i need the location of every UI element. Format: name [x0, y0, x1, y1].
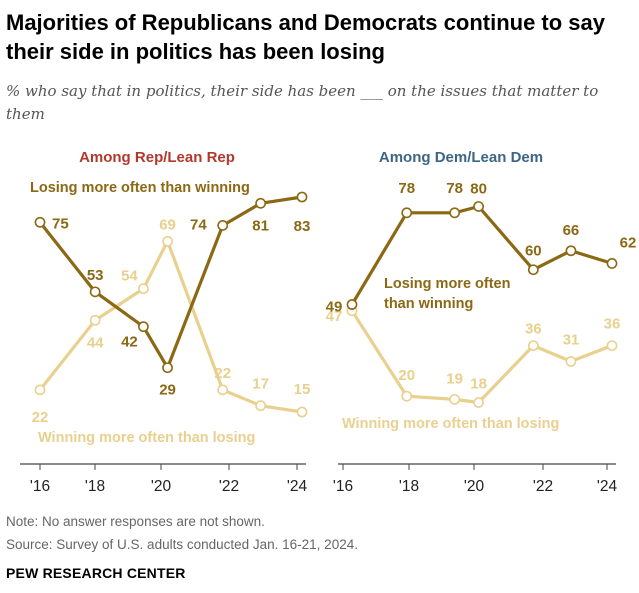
dem-winning-data-label: 36 [525, 321, 542, 338]
dem-x-tick-label: '18 [399, 478, 419, 495]
dem-winning-data-label: 36 [604, 316, 621, 333]
dem-winning-point [449, 393, 461, 405]
rep-losing-point [162, 362, 173, 374]
rep-losing-data-label: 42 [121, 334, 138, 351]
dem-losing-data-label: 78 [398, 180, 415, 197]
dem-losing-data-label: 62 [620, 234, 637, 251]
dem-losing-data-label: 49 [326, 299, 343, 316]
dem-winning-data-label: 19 [446, 370, 463, 387]
rep-x-tick-label: '22 [219, 478, 239, 495]
rep-losing-point [34, 216, 46, 228]
rep-winning-data-label: 54 [121, 268, 138, 285]
rep-losing-point [255, 197, 267, 209]
rep-winning-data-label: 15 [294, 381, 311, 398]
dem-x-tick-label: '20 [464, 478, 485, 495]
rep-winning-point [255, 400, 267, 412]
dem-losing-series-label: Losing more often than winning [384, 276, 510, 312]
rep-winning-data-label: 22 [32, 409, 49, 426]
rep-losing-data-label: 83 [294, 218, 311, 235]
rep-losing-data-label: 29 [159, 382, 176, 399]
dem-winning-point [565, 356, 577, 367]
rep-winning-data-label: 17 [252, 376, 269, 393]
rep-winning-point [138, 283, 149, 295]
dem-losing-point [606, 257, 618, 269]
dem-x-tick-label: '16 [333, 478, 353, 495]
dem-panel-title: Among Dem/Lean Dem [379, 149, 543, 166]
rep-losing-data-label: 81 [252, 217, 269, 234]
dem-losing-data-label: 78 [446, 180, 463, 197]
chart-title: Majorities of Republicans and Democrats … [6, 10, 606, 64]
dem-winning-data-label: 31 [563, 331, 580, 348]
dem-losing-data-label: 66 [563, 222, 580, 239]
dem-x-tick-label: '24 [597, 478, 618, 495]
dem-losing-point [527, 264, 539, 276]
charts-figure: Among Rep/Lean Rep '16 '18 '20 '22 '24 22 44 54 6… [20, 149, 637, 495]
dem-winning-point [527, 340, 539, 352]
rep-winning-data-label: 69 [159, 216, 176, 233]
rep-winning-point [34, 384, 46, 396]
dem-x-tick-label: '22 [533, 478, 553, 495]
rep-losing-point [89, 286, 101, 298]
rep-losing-series-label: Losing more often than winning [30, 180, 250, 196]
dem-winning-data-label: 18 [470, 376, 487, 393]
dem-losing-point [473, 201, 484, 212]
rep-losing-data-label: 74 [190, 216, 207, 233]
dem-losing-data-label: 80 [470, 180, 487, 197]
dem-winning-point [401, 390, 413, 402]
source-note: Source: Survey of U.S. adults conducted … [6, 537, 358, 552]
rep-winning-point [162, 235, 173, 247]
rep-losing-data-label: 53 [87, 267, 104, 284]
rep-losing-point [296, 191, 308, 203]
dem-losing-data-label: 60 [525, 243, 542, 260]
dem-winning-point [473, 397, 484, 408]
dem-winning-point [606, 340, 618, 352]
rep-x-tick-label: '24 [287, 478, 308, 495]
rep-winning-point [89, 314, 101, 326]
rep-x-tick-label: '20 [151, 478, 172, 495]
dem-winning-series-label: Winning more often than losing [342, 416, 559, 432]
rep-losing-point [217, 220, 229, 231]
rep-winning-point [296, 406, 308, 418]
dem-losing-point [449, 207, 461, 219]
rep-winning-data-label: 22 [214, 365, 231, 382]
footnote: Note: No answer responses are not shown. [6, 514, 265, 529]
dem-winning-data-label: 47 [326, 308, 343, 325]
dem-winning-data-label: 20 [398, 367, 415, 384]
rep-panel-title: Among Rep/Lean Rep [79, 149, 235, 166]
rep-losing-data-label: 75 [52, 215, 69, 232]
dem-losing-point [565, 245, 577, 257]
dem-losing-point [346, 299, 358, 310]
brand-logo-text: PEW RESEARCH CENTER [6, 565, 186, 581]
dem-losing-point [401, 207, 413, 219]
rep-x-tick-label: '16 [30, 478, 50, 495]
rep-losing-point [138, 321, 149, 333]
rep-winning-point [217, 384, 229, 396]
rep-winning-series-label: Winning more often than losing [38, 430, 255, 446]
rep-x-tick-label: '18 [85, 478, 105, 495]
chart-subtitle: % who say that in politics, their side h… [6, 82, 599, 123]
rep-winning-data-label: 44 [87, 334, 104, 351]
